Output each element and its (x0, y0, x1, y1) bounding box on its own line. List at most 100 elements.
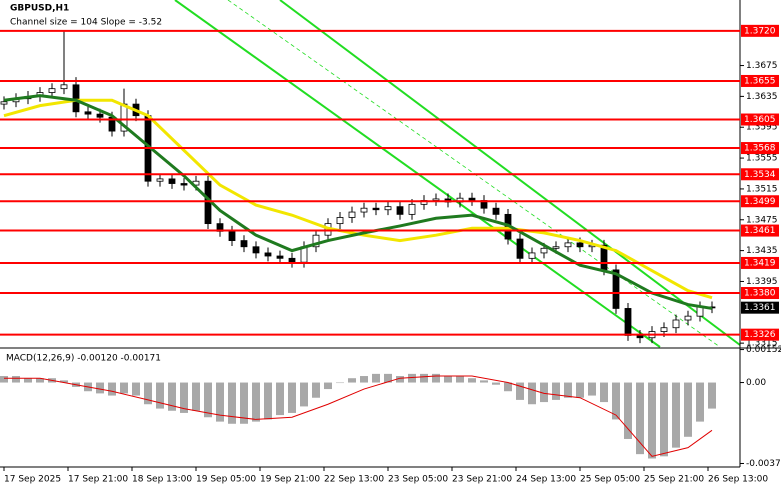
level-label: 1.3326 (744, 330, 776, 340)
macd-bar (384, 373, 392, 383)
macd-bar (192, 382, 200, 411)
macd-bar (660, 382, 668, 457)
candle-body (240, 240, 248, 248)
macd-bar (132, 382, 140, 396)
candle-body (72, 84, 80, 113)
macd-bar (576, 382, 584, 398)
macd-bar (108, 382, 116, 396)
level-label: 1.3461 (744, 226, 776, 236)
candle-body (636, 335, 644, 339)
candle-body (348, 211, 356, 218)
level-tag (741, 168, 779, 181)
y-tick-label: 1.3315 (746, 339, 778, 349)
y-tick-label: 1.3595 (746, 123, 778, 133)
level-label: 1.3534 (744, 170, 776, 180)
macd-bar (636, 382, 644, 455)
macd-bar (156, 382, 164, 409)
level-label: 1.3605 (744, 115, 776, 125)
macd-bar (276, 382, 284, 416)
candle-body (408, 203, 416, 215)
chart-title: GBPUSD,H1 (10, 4, 69, 14)
candle-body (228, 230, 236, 241)
level-label: 1.3568 (744, 144, 776, 154)
macd-bar (180, 382, 188, 413)
candle-body (60, 84, 68, 90)
candle-body (180, 183, 188, 186)
candle-body (372, 207, 380, 211)
macd-bar (360, 376, 368, 383)
x-tick-label: 26 Sep 13:00 (708, 475, 768, 485)
macd-bar (624, 382, 632, 439)
candle-body (0, 101, 8, 105)
macd-bar (0, 376, 8, 383)
macd-bar (588, 382, 596, 396)
macd-bar (372, 373, 380, 383)
macd-bar (324, 382, 332, 390)
macd-bar (444, 376, 452, 383)
y-tick-label: 1.3635 (746, 92, 778, 102)
candle-body (516, 238, 524, 259)
x-tick-label: 22 Sep 13:00 (324, 475, 384, 485)
macd-bar (12, 376, 20, 383)
macd-bar (336, 382, 344, 384)
macd-bar (300, 382, 308, 407)
candle-body (528, 252, 536, 259)
level-tag (741, 287, 779, 300)
y-tick-label: 1.3435 (746, 246, 778, 256)
candle-body (312, 234, 320, 248)
x-tick-label: 24 Sep 13:00 (516, 475, 576, 485)
macd-bar (396, 376, 404, 383)
macd-bar (468, 378, 476, 383)
macd-bar (528, 382, 536, 405)
x-tick-label: 19 Sep 21:00 (260, 475, 320, 485)
x-tick-label: 23 Sep 21:00 (452, 475, 512, 485)
candle-body (288, 257, 296, 263)
candle-body (612, 269, 620, 309)
macd-bar (696, 382, 704, 422)
candle-body (168, 178, 176, 184)
macd-bar (264, 382, 272, 420)
x-tick-label: 18 Sep 13:00 (132, 475, 192, 485)
chart-subtitle: Channel size = 104 Slope = -3.52 (10, 18, 162, 28)
macd-bar (456, 376, 464, 383)
macd-bar (228, 382, 236, 424)
macd-bar (492, 382, 500, 385)
macd-bar (408, 373, 416, 383)
macd-bar (240, 382, 248, 424)
x-tick-label: 23 Sep 05:00 (388, 475, 448, 485)
macd-bar (168, 382, 176, 411)
macd-bar (540, 382, 548, 403)
macd-bar (216, 382, 224, 422)
level-label: 1.3499 (744, 197, 776, 207)
macd-label: MACD(12,26,9) -0.00120 -0.00171 (6, 354, 161, 364)
x-tick-label: 17 Sep 21:00 (68, 475, 128, 485)
level-tag (741, 224, 779, 237)
candle-body (684, 315, 692, 321)
candle-body (492, 207, 500, 215)
y-tick-label: -0.00373 (746, 459, 781, 469)
macd-bar (120, 382, 128, 394)
macd-bar (600, 382, 608, 403)
moving-average (3, 98, 713, 300)
y-tick-label: 1.3475 (746, 215, 778, 225)
level-label: 1.3720 (744, 26, 776, 36)
candle-body (672, 319, 680, 329)
macd-bar (648, 382, 656, 459)
y-tick-label: 1.3515 (746, 184, 778, 194)
x-tick-label: 25 Sep 05:00 (580, 475, 640, 485)
macd-bar (708, 382, 716, 409)
candle-body (360, 207, 368, 213)
macd-bar (348, 378, 356, 383)
y-tick-label: 1.3675 (746, 61, 778, 71)
x-tick-label: 17 Sep 2025 (4, 475, 61, 485)
candle-body (276, 255, 284, 259)
macd-bar (144, 382, 152, 405)
macd-bar (36, 378, 44, 383)
level-label: 1.3655 (744, 76, 776, 86)
macd-bar (288, 382, 296, 413)
price-tag (741, 301, 779, 314)
level-tag (741, 74, 779, 87)
level-label: 1.3419 (744, 258, 776, 268)
candle-body (384, 206, 392, 211)
channel-line (279, 0, 741, 346)
